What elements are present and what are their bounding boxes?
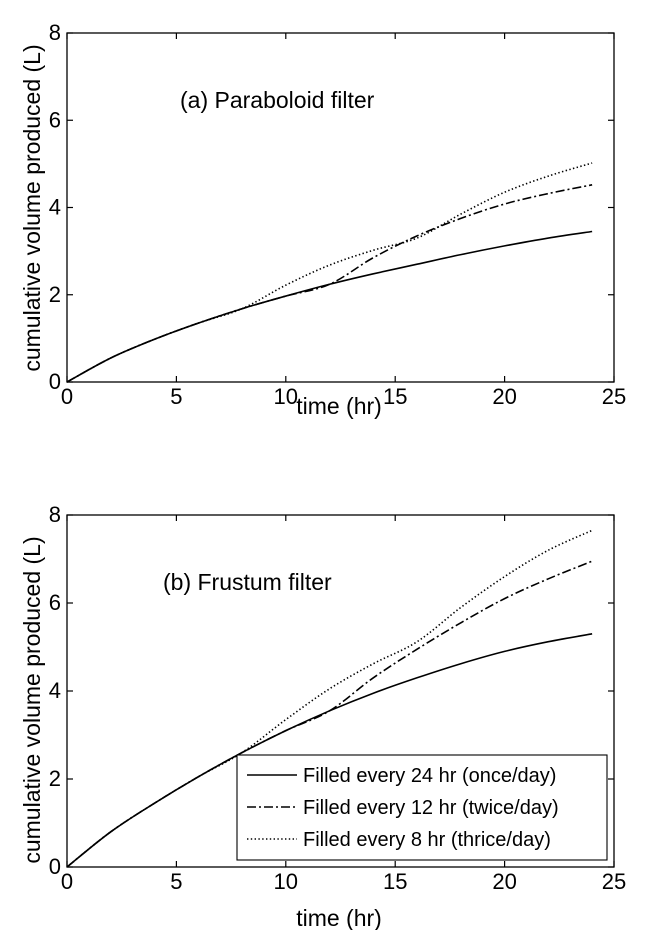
x-tick-label: 5 (170, 869, 182, 894)
plot-frame (66, 32, 615, 383)
y-tick-label: 6 (49, 107, 61, 132)
y-tick-label: 8 (49, 502, 61, 527)
y-tick-label: 4 (49, 195, 61, 220)
legend-entry: Filled every 12 hr (twice/day) (303, 797, 559, 819)
y-tick-label: 0 (49, 369, 61, 394)
y-axis-label: cumulative volume produced (L) (19, 44, 45, 371)
y-tick-label: 8 (49, 20, 61, 45)
panel-annotation: (a) Paraboloid filter (180, 87, 375, 113)
y-tick-label: 2 (49, 282, 61, 307)
x-tick-label: 20 (492, 869, 516, 894)
legend-entry: Filled every 24 hr (once/day) (303, 765, 556, 787)
x-tick-label: 15 (383, 869, 407, 894)
panel-paraboloid: (a) Paraboloid filter time (hr) cumulati… (19, 20, 626, 419)
y-tick-label: 2 (49, 766, 61, 791)
x-tick-label: 25 (602, 384, 626, 409)
x-tick-label: 15 (383, 384, 407, 409)
x-tick-label: 20 (492, 384, 516, 409)
x-tick-label: 10 (274, 384, 298, 409)
panel-annotation: (b) Frustum filter (163, 569, 332, 595)
panel-frustum: (b) Frustum filter time (hr) cumulative … (19, 502, 626, 930)
legend-entry: Filled every 8 hr (thrice/day) (303, 829, 551, 851)
legend-box (236, 754, 608, 861)
series-line-dotted (66, 162, 593, 383)
x-axis-label: time (hr) (296, 393, 382, 419)
x-tick-label: 10 (274, 869, 298, 894)
y-tick-label: 6 (49, 590, 61, 615)
x-tick-label: 5 (170, 384, 182, 409)
series-line-solid (66, 230, 593, 383)
y-tick-label: 0 (49, 854, 61, 879)
series-line-dashdot (66, 560, 593, 868)
x-axis-label: time (hr) (296, 905, 382, 930)
series-line-dashdot (66, 184, 593, 383)
y-tick-label: 4 (49, 678, 61, 703)
y-axis-label: cumulative volume produced (L) (19, 536, 45, 863)
x-tick-label: 0 (61, 869, 73, 894)
x-tick-label: 0 (61, 384, 73, 409)
x-tick-label: 25 (602, 869, 626, 894)
